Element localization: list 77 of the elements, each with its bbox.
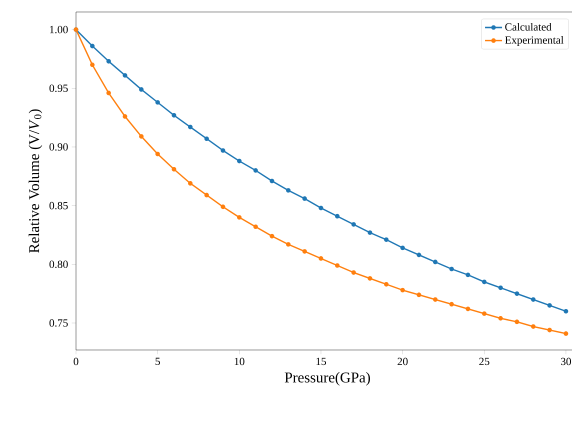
point (384, 282, 389, 287)
point (106, 90, 111, 96)
point (286, 242, 291, 247)
y-axis-title: Relative Volume (V/V$_{0}$) (28, 109, 42, 253)
point (155, 100, 160, 105)
point (449, 302, 454, 307)
x-tick-label: 0 (74, 358, 78, 366)
y-tick-label: 1.00 (50, 26, 68, 34)
y-tick-label: 0.95 (49, 84, 68, 92)
point (122, 73, 128, 78)
point (253, 224, 258, 230)
x-tick-label: 25 (479, 358, 490, 366)
point (416, 252, 422, 258)
point (90, 44, 95, 48)
point (139, 134, 144, 139)
legend-label: Experimental (505, 36, 564, 46)
point (172, 112, 176, 118)
point (466, 306, 470, 312)
point (482, 280, 487, 284)
x-tick-label: 30 (560, 358, 572, 366)
point (204, 136, 209, 142)
point (220, 204, 226, 210)
point (237, 158, 242, 164)
x-axis-title: Pressure(GPa) (284, 372, 370, 386)
y-tick-label: 0.85 (49, 202, 68, 210)
point (432, 297, 438, 302)
y-tick-label: 0.75 (49, 319, 68, 327)
point (384, 237, 389, 242)
point (270, 234, 274, 238)
point (204, 192, 209, 198)
point (466, 272, 470, 278)
point (335, 263, 340, 268)
point (530, 324, 536, 329)
point (172, 166, 176, 172)
point (449, 266, 454, 272)
point (220, 148, 226, 153)
y-tick-label: 0.90 (49, 143, 68, 151)
point (530, 297, 536, 302)
point (335, 214, 340, 218)
x-tick-label: 5 (156, 358, 160, 366)
point (106, 58, 111, 64)
point (564, 331, 568, 336)
point (188, 181, 193, 186)
point (155, 152, 160, 156)
point (432, 260, 438, 264)
point (318, 206, 324, 210)
point (122, 114, 128, 119)
point (270, 178, 274, 184)
point (564, 308, 568, 314)
point (139, 87, 144, 92)
legend-label: Calculated (505, 22, 552, 31)
point (514, 320, 520, 324)
point (498, 316, 503, 321)
point (90, 62, 95, 68)
x-tick-label: 20 (398, 358, 408, 366)
x-tick-label: 15 (316, 358, 326, 366)
point (498, 286, 503, 290)
y-tick-label: 0.80 (49, 260, 68, 268)
point (416, 292, 422, 298)
point (253, 168, 258, 173)
point (368, 276, 372, 281)
x-tick-label: 10 (234, 358, 244, 366)
point (368, 230, 372, 235)
point (547, 328, 552, 332)
point (547, 303, 552, 308)
point (351, 270, 356, 275)
point (400, 288, 405, 292)
point (318, 256, 324, 261)
point (351, 222, 356, 227)
point (237, 215, 242, 220)
point (286, 188, 291, 193)
point (400, 246, 405, 250)
point (302, 196, 307, 201)
point (188, 124, 193, 130)
point (514, 291, 520, 296)
point (302, 249, 307, 254)
point (482, 311, 487, 316)
